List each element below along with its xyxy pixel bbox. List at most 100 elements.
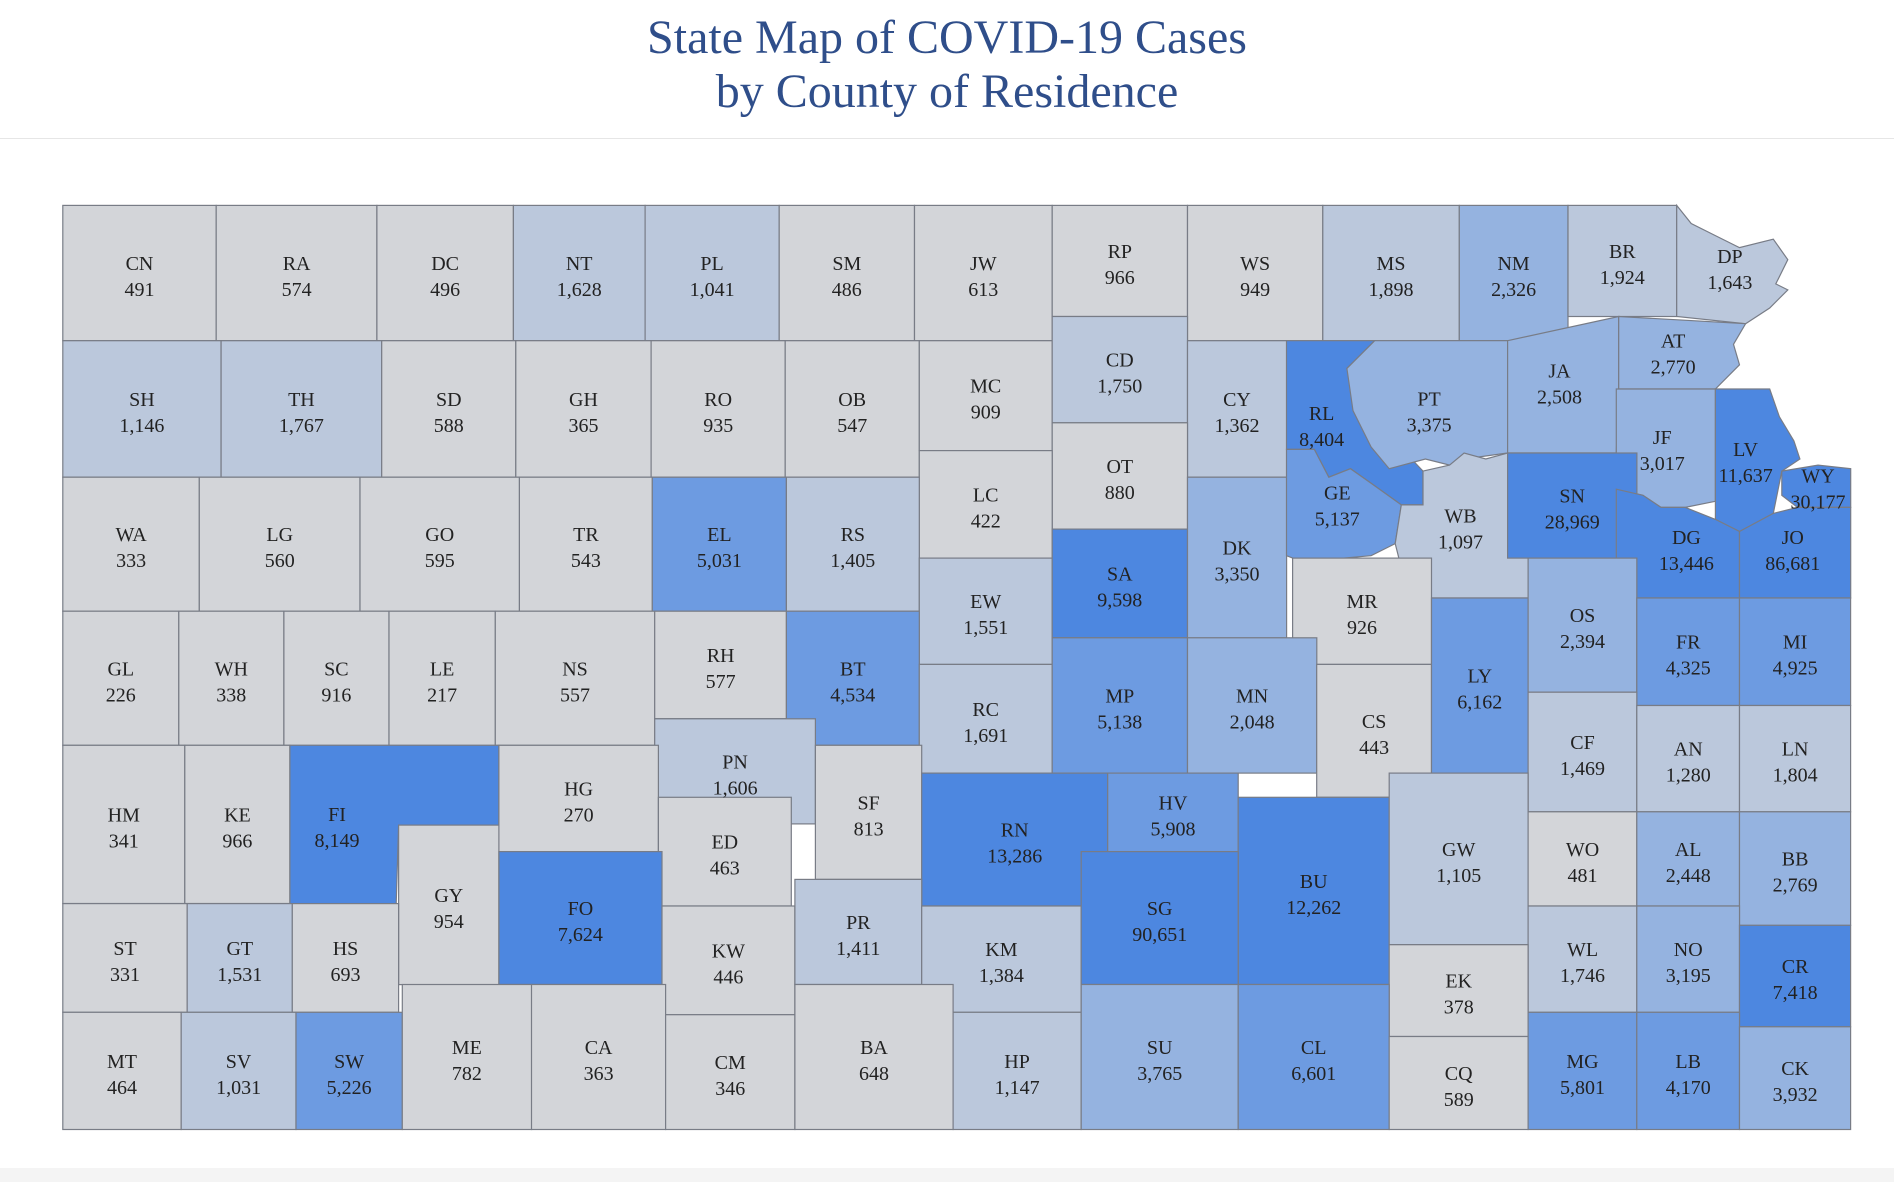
county-lb[interactable] <box>1636 1011 1741 1131</box>
county-dc[interactable] <box>376 204 514 342</box>
county-cl[interactable] <box>1237 983 1390 1131</box>
county-rc[interactable] <box>918 663 1053 774</box>
county-cm[interactable] <box>664 1014 796 1131</box>
county-sg[interactable] <box>1080 850 1239 986</box>
county-abbr-ke: KE <box>224 805 251 827</box>
county-dk[interactable] <box>1186 476 1288 639</box>
county-cd[interactable] <box>1051 315 1189 424</box>
county-cases-dc: 496 <box>430 279 460 301</box>
county-sa[interactable] <box>1051 528 1189 639</box>
county-cn[interactable] <box>62 204 217 342</box>
county-ro[interactable] <box>650 340 786 478</box>
county-wa[interactable] <box>62 476 200 612</box>
county-gt[interactable] <box>186 902 293 1013</box>
county-gh[interactable] <box>515 340 652 478</box>
county-el[interactable] <box>651 476 787 612</box>
county-su[interactable] <box>1080 983 1239 1131</box>
county-ns[interactable] <box>494 610 656 746</box>
county-ln[interactable] <box>1738 704 1852 813</box>
county-ed[interactable] <box>657 796 792 907</box>
county-ot[interactable] <box>1051 422 1189 530</box>
county-ra[interactable] <box>215 204 378 342</box>
county-tr[interactable] <box>518 476 653 612</box>
county-ms[interactable] <box>1322 204 1460 342</box>
county-kw[interactable] <box>661 905 796 1016</box>
county-abbr-ca: CA <box>585 1037 613 1059</box>
county-hg[interactable] <box>498 744 659 853</box>
county-cr[interactable] <box>1738 924 1852 1028</box>
county-sf[interactable] <box>814 744 923 880</box>
county-cases-sf: 813 <box>854 818 884 840</box>
county-abbr-cs: CS <box>1362 711 1386 733</box>
county-sv[interactable] <box>180 1011 297 1131</box>
county-mt[interactable] <box>62 1011 182 1131</box>
county-cy[interactable] <box>1186 340 1288 478</box>
county-rh[interactable] <box>654 610 788 720</box>
county-sm[interactable] <box>778 204 916 342</box>
county-st[interactable] <box>62 902 188 1013</box>
county-nm[interactable] <box>1458 204 1569 342</box>
county-sw[interactable] <box>295 1011 403 1131</box>
county-gl[interactable] <box>62 610 180 746</box>
county-fr[interactable] <box>1636 597 1741 707</box>
county-go[interactable] <box>359 476 521 612</box>
county-cf[interactable] <box>1527 691 1638 813</box>
county-rn[interactable] <box>921 772 1109 907</box>
county-rs[interactable] <box>785 476 920 612</box>
county-hp[interactable] <box>952 1011 1082 1131</box>
county-mg[interactable] <box>1527 1011 1638 1131</box>
county-br[interactable] <box>1567 204 1678 318</box>
county-ba[interactable] <box>794 983 954 1131</box>
county-bb[interactable] <box>1738 811 1852 926</box>
county-ob[interactable] <box>784 340 920 478</box>
county-lc[interactable] <box>918 450 1053 559</box>
county-abbr-gh: GH <box>569 389 598 411</box>
county-me[interactable] <box>401 983 533 1131</box>
county-jw[interactable] <box>913 204 1053 342</box>
county-mi[interactable] <box>1738 597 1852 707</box>
county-no[interactable] <box>1636 905 1741 1013</box>
county-abbr-sm: SM <box>832 253 861 275</box>
county-abbr-tr: TR <box>573 524 599 546</box>
county-hm[interactable] <box>62 744 186 905</box>
county-fo[interactable] <box>498 850 663 986</box>
county-wh[interactable] <box>178 610 285 746</box>
county-wo[interactable] <box>1527 811 1638 907</box>
county-cases-al: 2,448 <box>1666 865 1711 887</box>
county-gy[interactable] <box>398 824 500 986</box>
county-pl[interactable] <box>644 204 780 342</box>
county-cq[interactable] <box>1388 1035 1529 1131</box>
county-os[interactable] <box>1527 557 1638 693</box>
county-bu[interactable] <box>1237 796 1390 986</box>
county-ly[interactable] <box>1430 597 1529 774</box>
county-mc[interactable] <box>918 340 1053 452</box>
county-hv[interactable] <box>1107 772 1239 853</box>
county-mp[interactable] <box>1051 637 1189 774</box>
county-gw[interactable] <box>1388 772 1529 946</box>
county-rp[interactable] <box>1051 204 1189 318</box>
county-ew[interactable] <box>918 557 1053 665</box>
county-abbr-cr: CR <box>1782 956 1809 978</box>
county-th[interactable] <box>220 340 383 478</box>
county-abbr-cn: CN <box>126 253 154 275</box>
county-ca[interactable] <box>530 983 667 1131</box>
county-cases-pl: 1,041 <box>690 279 735 301</box>
county-sh[interactable] <box>62 340 222 478</box>
county-wl[interactable] <box>1527 905 1638 1013</box>
county-abbr-cl: CL <box>1301 1037 1327 1059</box>
county-ja[interactable] <box>1506 315 1620 454</box>
county-cases-cl: 6,601 <box>1291 1063 1336 1085</box>
county-cases-gt: 1,531 <box>217 964 262 986</box>
county-ck[interactable] <box>1738 1026 1852 1131</box>
county-mn[interactable] <box>1186 637 1318 774</box>
county-ek[interactable] <box>1388 944 1529 1038</box>
county-ke[interactable] <box>184 744 291 905</box>
county-al[interactable] <box>1636 811 1741 907</box>
county-le[interactable] <box>388 610 496 746</box>
county-sd[interactable] <box>381 340 517 478</box>
county-abbr-gl: GL <box>107 658 134 680</box>
county-ws[interactable] <box>1186 204 1324 342</box>
county-abbr-mp: MP <box>1105 686 1134 708</box>
county-abbr-ja: JA <box>1548 361 1571 383</box>
county-cases-mn: 2,048 <box>1230 712 1275 734</box>
